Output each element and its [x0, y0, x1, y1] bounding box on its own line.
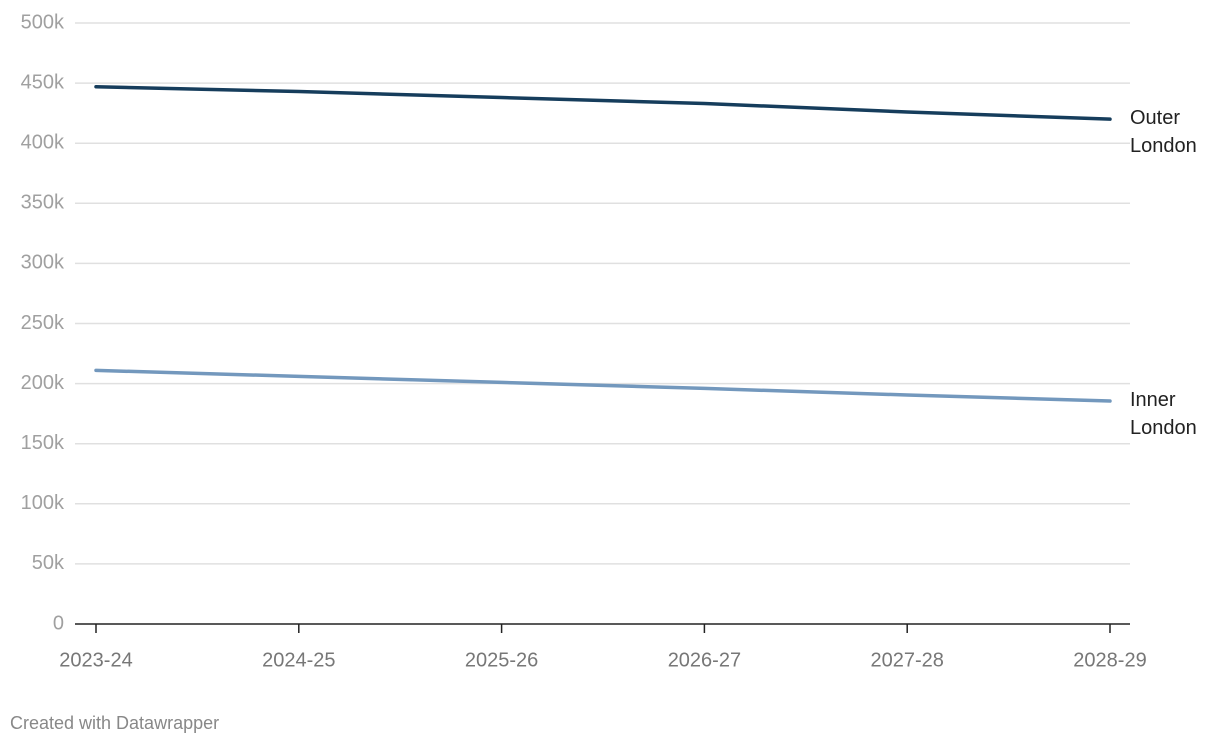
x-tick-label: 2027-28	[870, 649, 943, 671]
x-tick-label: 2023-24	[59, 649, 132, 671]
x-tick-label: 2028-29	[1073, 649, 1146, 671]
y-tick-label: 450k	[21, 71, 65, 93]
y-tick-label: 100k	[21, 492, 65, 514]
y-tick-label: 50k	[32, 552, 65, 574]
y-tick-label: 500k	[21, 11, 65, 33]
series-label: Inner London	[1130, 389, 1197, 440]
footer: Created with Datawrapper	[10, 713, 220, 733]
series-line	[94, 84, 1112, 121]
x-tick-label: 2026-27	[668, 649, 741, 671]
y-tick-label: 0	[53, 612, 64, 634]
y-tick-label: 250k	[21, 312, 65, 334]
series-line	[94, 368, 1112, 403]
x-tick-label: 2024-25	[262, 649, 335, 671]
series-label: Outer London	[1130, 107, 1197, 158]
y-tick-label: 200k	[21, 372, 65, 394]
x-tick-label: 2025-26	[465, 649, 538, 671]
y-tick-label: 400k	[21, 131, 65, 153]
y-tick-label: 150k	[21, 432, 65, 454]
y-tick-label: 300k	[21, 252, 65, 274]
y-tick-label: 350k	[21, 192, 65, 214]
